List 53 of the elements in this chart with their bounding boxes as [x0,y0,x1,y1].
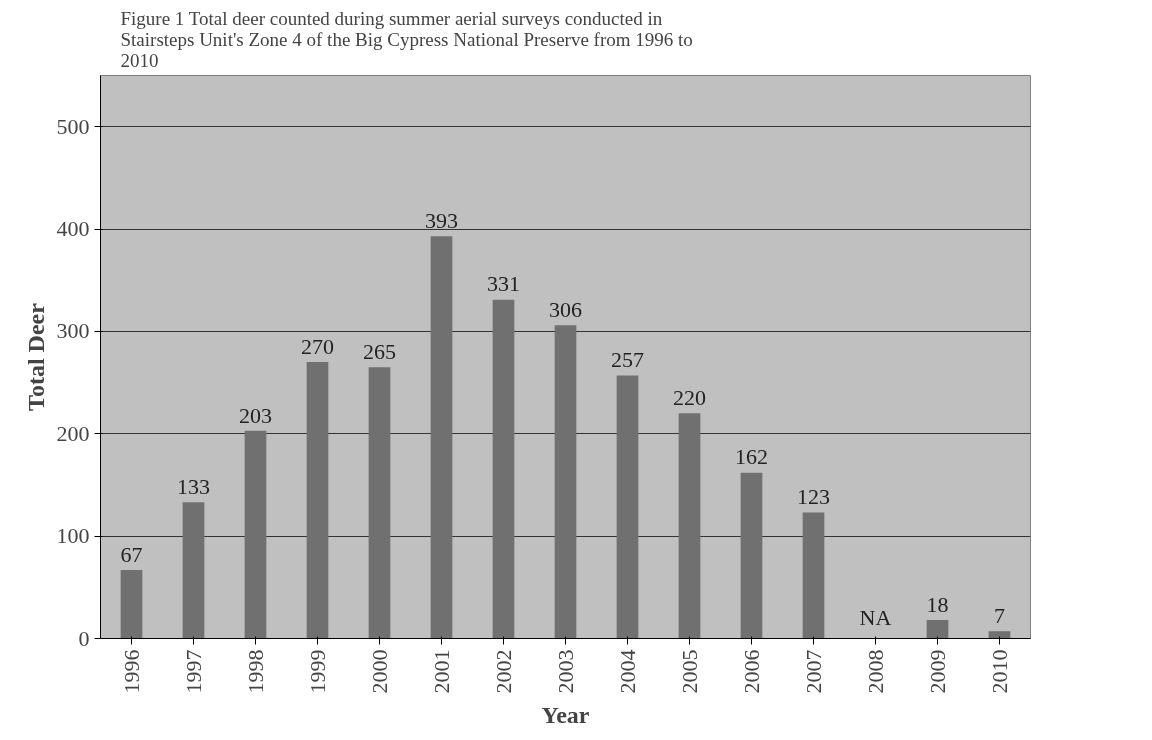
x-tick-label: 2010 [986,649,1012,694]
bar [616,375,639,639]
y-tick-label: 300 [56,318,90,344]
y-tick-label: 500 [56,113,90,139]
bar [430,236,453,639]
data-label: 7 [994,603,1005,629]
x-tick-label: 1998 [242,649,268,694]
y-tick-label: 400 [56,216,90,242]
data-label: 270 [301,333,334,359]
x-tick-label: 2008 [862,649,888,694]
bar [802,512,825,639]
x-tick-label: 2003 [552,649,578,694]
bar [988,631,1011,639]
x-tick-label: 1999 [304,649,330,694]
chart-title: Figure 1 Total deer counted during summer aerial surveys conducted in Stairsteps Unit's Zone 4 of the Big Cypress National Preserve from 1996 to 2010 [120,7,693,71]
data-label: 162 [735,444,768,470]
y-tick-label: 200 [56,420,90,446]
bar [492,299,515,639]
data-label: 18 [926,591,949,617]
bar [740,472,763,639]
x-tick-label: 1996 [118,649,144,694]
x-tick-label: 2001 [428,649,454,694]
x-tick-label: 2002 [490,649,516,694]
x-tick-label: 2000 [366,649,392,694]
data-label: 220 [673,385,706,411]
x-tick-label: 2006 [738,649,764,694]
data-label: 203 [239,402,272,428]
text: NA [859,605,892,631]
bar [554,325,577,639]
bar [120,569,143,639]
data-label: 123 [797,484,830,510]
y-tick-label: 0 [78,625,90,651]
bar [244,430,267,639]
bar [926,620,949,639]
data-label: 257 [611,347,644,373]
y-tick-label: 100 [56,523,90,549]
bar [368,367,391,639]
y-axis-title: Total Deer [22,302,49,411]
data-label: 306 [549,297,582,323]
bar [182,502,205,639]
x-tick-label: 2005 [676,649,702,694]
bar [306,362,329,639]
x-tick-label: 2009 [924,649,950,694]
x-tick-label: 1997 [180,649,206,694]
x-tick-label: 2004 [614,649,640,694]
data-label: 331 [487,271,520,297]
data-label: 67 [120,541,143,567]
data-label: 393 [425,208,458,234]
x-tick-label: 2007 [800,649,826,694]
bar [678,413,701,639]
data-label: 133 [177,474,210,500]
x-axis-title: Year [541,701,590,728]
data-label: 265 [363,339,396,365]
